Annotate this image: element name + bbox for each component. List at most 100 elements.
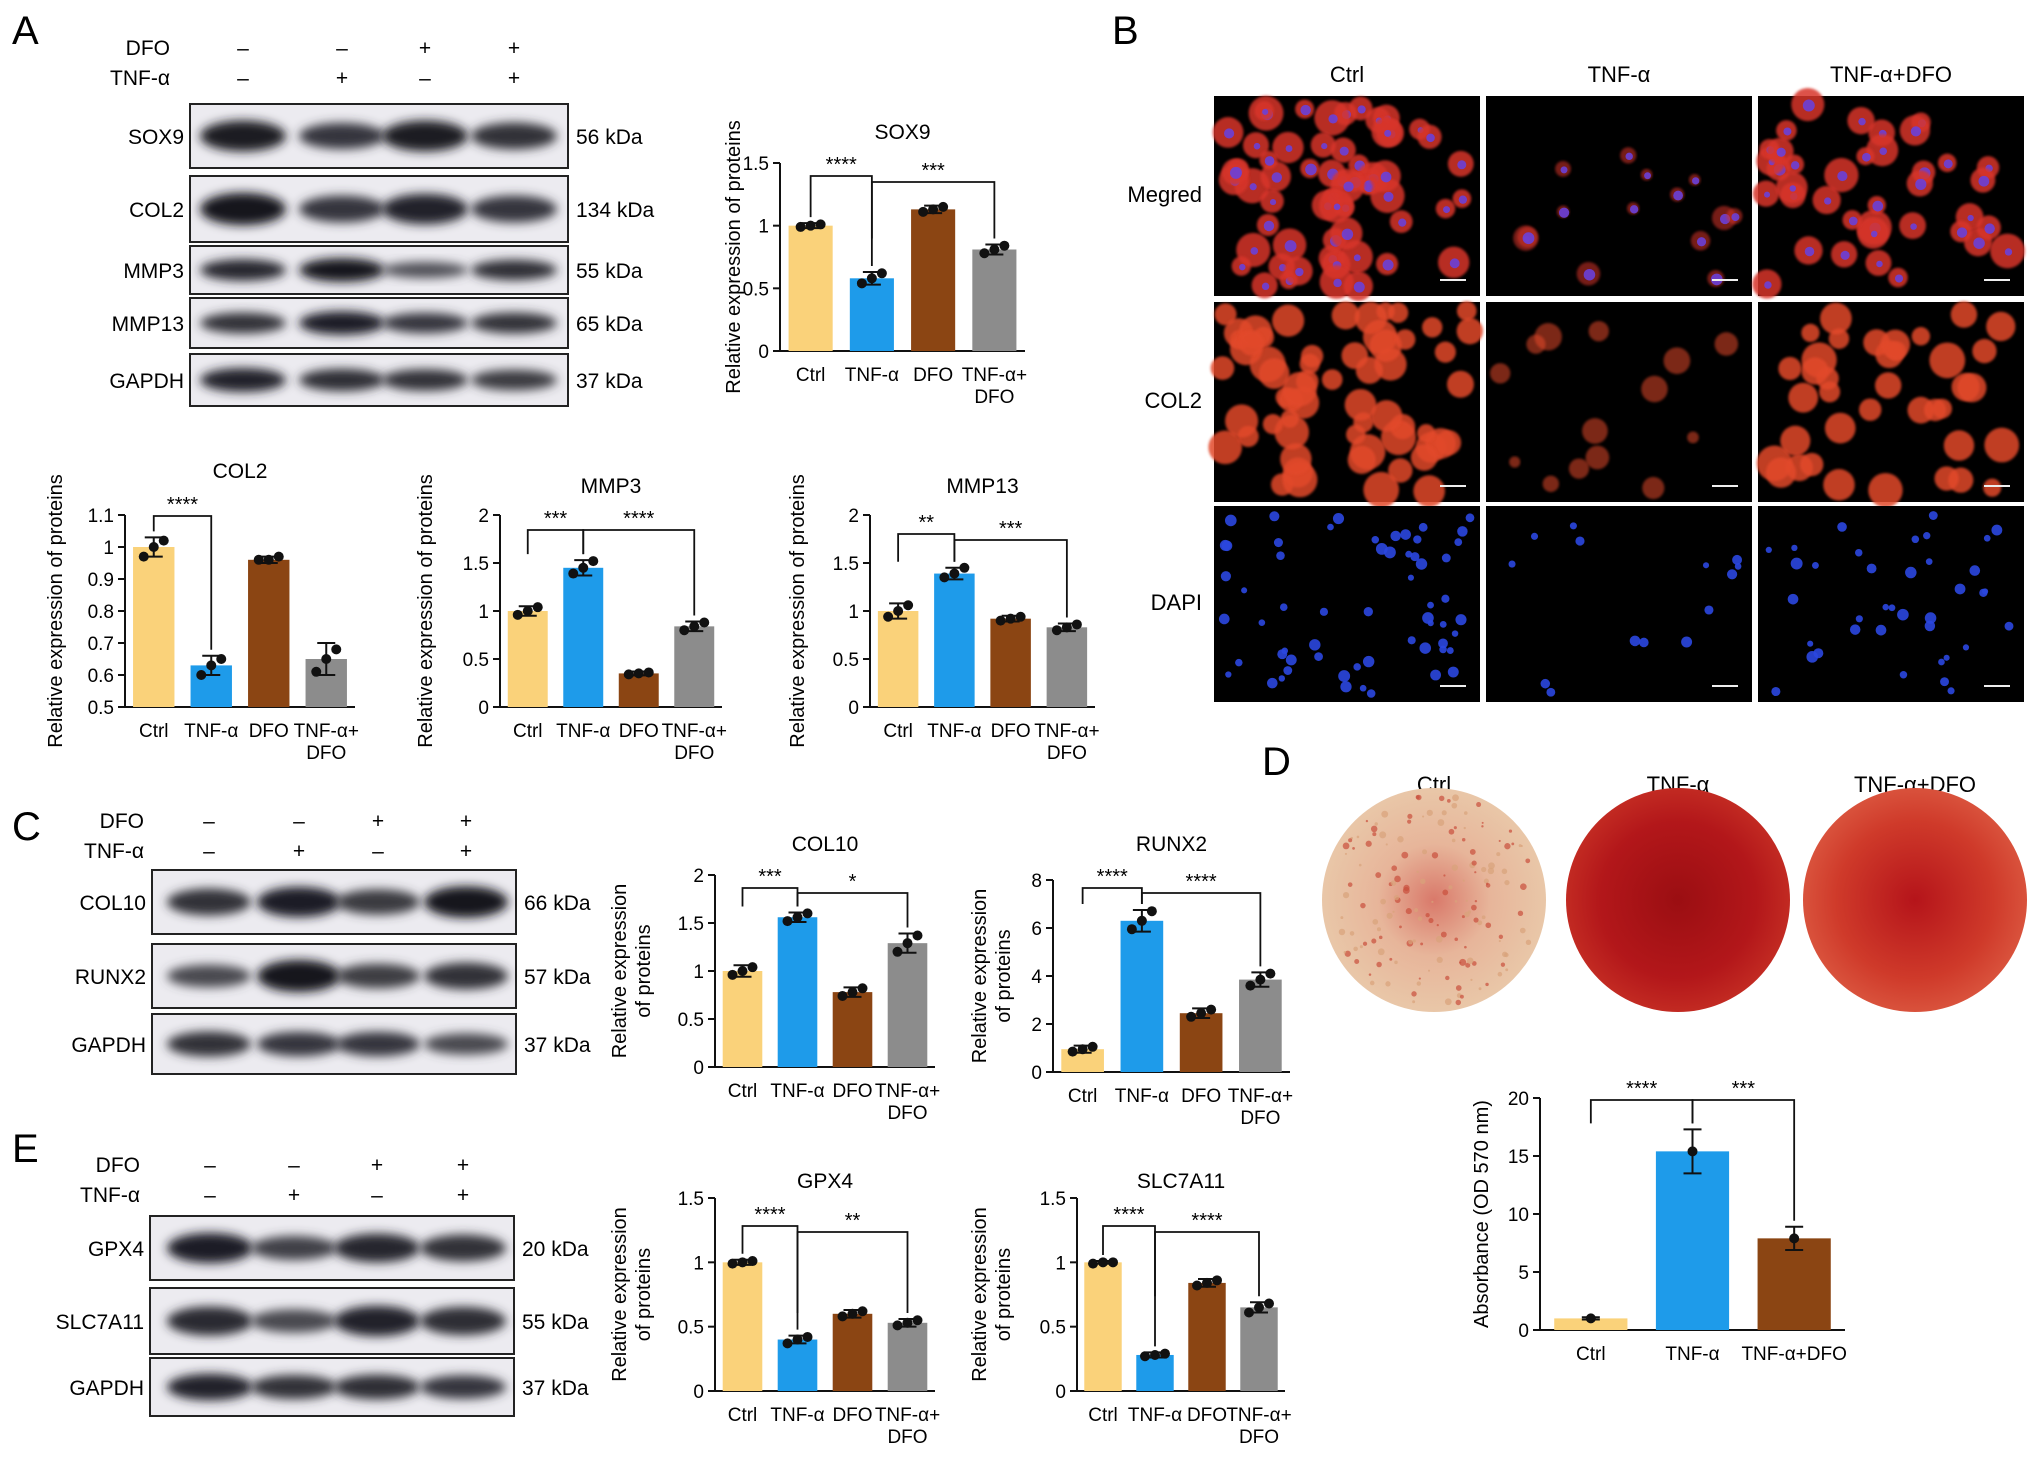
stain-speck bbox=[1362, 941, 1368, 946]
stain-speck bbox=[1443, 874, 1446, 877]
nucleus bbox=[1261, 282, 1270, 291]
y-axis-label: of proteins bbox=[633, 924, 655, 1017]
nucleus bbox=[1279, 603, 1288, 611]
nucleus bbox=[1840, 250, 1850, 260]
stain-speck bbox=[1471, 860, 1477, 866]
data-point bbox=[679, 625, 690, 636]
data-point bbox=[1140, 1351, 1150, 1362]
y-tick-label: 0 bbox=[478, 698, 489, 719]
nucleus bbox=[1264, 156, 1275, 166]
nucleus bbox=[1327, 523, 1334, 531]
nucleus bbox=[1943, 654, 1950, 661]
cell bbox=[1446, 370, 1474, 398]
cell bbox=[1387, 302, 1409, 323]
nucleus bbox=[2004, 621, 2014, 631]
stain-speck bbox=[1461, 838, 1466, 842]
cell bbox=[1258, 358, 1290, 389]
blot-band bbox=[200, 120, 286, 152]
data-point bbox=[792, 912, 803, 923]
stain-speck bbox=[1344, 852, 1348, 855]
cell bbox=[1280, 443, 1312, 475]
stain-speck bbox=[1392, 910, 1395, 913]
x-tick-label: TNF-α bbox=[1115, 1086, 1169, 1107]
cell bbox=[1422, 317, 1443, 338]
stain-speck bbox=[1414, 908, 1419, 913]
dfo-row-label: DFO bbox=[126, 37, 170, 60]
dfo-sign: + bbox=[419, 37, 431, 60]
western-blot-e: DFO TNF-α – – – + + – + + GPX4 20 kDa SLC7A11 55 kDa G… bbox=[56, 1154, 589, 1417]
tnf-sign: + bbox=[336, 67, 348, 90]
data-point bbox=[792, 1334, 803, 1345]
nucleus bbox=[1285, 145, 1293, 152]
stain-speck bbox=[1365, 819, 1369, 823]
y-axis-label: of proteins bbox=[633, 1248, 655, 1341]
nucleus bbox=[1415, 558, 1428, 570]
data-point bbox=[699, 617, 710, 628]
nucleus bbox=[1371, 535, 1380, 544]
cell bbox=[1214, 303, 1237, 326]
blot-band bbox=[200, 312, 286, 334]
cell bbox=[1880, 329, 1911, 360]
x-tick-label: TNF-α+ bbox=[1226, 1405, 1291, 1426]
data-point bbox=[689, 621, 700, 632]
stain-speck bbox=[1381, 810, 1389, 818]
stain-speck bbox=[1455, 999, 1462, 1006]
data-point bbox=[856, 278, 867, 289]
nucleus bbox=[1341, 228, 1354, 241]
y-tick-label: 0.5 bbox=[743, 279, 769, 300]
stain-speck bbox=[1437, 819, 1445, 826]
data-point bbox=[263, 554, 274, 565]
data-point bbox=[643, 667, 654, 678]
kda-label: 37 kDa bbox=[522, 1377, 589, 1400]
data-point bbox=[1061, 622, 1072, 633]
stain-speck bbox=[1466, 957, 1474, 965]
tnf-sign: + bbox=[508, 67, 520, 90]
stained-well bbox=[1803, 788, 2027, 1012]
stain-speck bbox=[1442, 889, 1449, 896]
blot-band bbox=[471, 369, 557, 391]
stain-speck bbox=[1459, 958, 1467, 966]
nucleus bbox=[1625, 152, 1633, 161]
significance-bracket bbox=[741, 887, 799, 907]
nucleus bbox=[1673, 190, 1683, 201]
x-tick-label: TNF-α+ bbox=[875, 1405, 940, 1426]
cell bbox=[1585, 445, 1610, 470]
cell bbox=[1765, 457, 1797, 488]
y-tick-label: 1.5 bbox=[463, 554, 489, 575]
data-point bbox=[1202, 1277, 1212, 1288]
nucleus bbox=[1229, 166, 1242, 179]
y-axis-label: Relative expression bbox=[969, 1207, 991, 1382]
blot-band bbox=[424, 962, 508, 990]
cell bbox=[1363, 471, 1400, 508]
stain-speck bbox=[1481, 915, 1486, 920]
data-point bbox=[148, 542, 159, 552]
x-tick-label: TNF-α bbox=[556, 721, 610, 742]
chart-slc7a11: 0 0.5 1 1.5 SLC7A11 Relative expression of pro… bbox=[969, 1170, 1292, 1448]
y-tick-label: 4 bbox=[1031, 967, 1042, 988]
tnf-sign: + bbox=[293, 840, 305, 863]
nucleus bbox=[1407, 636, 1416, 645]
nucleus bbox=[1328, 114, 1338, 124]
nucleus bbox=[1441, 553, 1451, 563]
y-tick-label: 0.5 bbox=[678, 1010, 704, 1031]
stain-speck bbox=[1412, 1000, 1416, 1004]
tnf-sign: – bbox=[419, 67, 431, 90]
bar bbox=[1757, 1238, 1831, 1330]
data-point bbox=[1136, 915, 1147, 926]
stain-speck bbox=[1407, 819, 1412, 824]
nucleus bbox=[1583, 268, 1596, 281]
nucleus bbox=[1284, 240, 1297, 252]
significance-bracket bbox=[870, 181, 996, 239]
cell bbox=[1972, 338, 1997, 364]
stain-speck bbox=[1378, 935, 1383, 940]
data-point bbox=[876, 268, 887, 279]
nucleus bbox=[1465, 513, 1475, 523]
data-point bbox=[1015, 611, 1026, 622]
stain-speck bbox=[1453, 826, 1457, 830]
stain-speck bbox=[1391, 865, 1398, 872]
stain-speck bbox=[1349, 931, 1355, 936]
cell bbox=[1413, 475, 1446, 507]
bar bbox=[1136, 1354, 1174, 1391]
stain-speck bbox=[1372, 919, 1379, 925]
kda-label: 55 kDa bbox=[522, 1311, 589, 1334]
